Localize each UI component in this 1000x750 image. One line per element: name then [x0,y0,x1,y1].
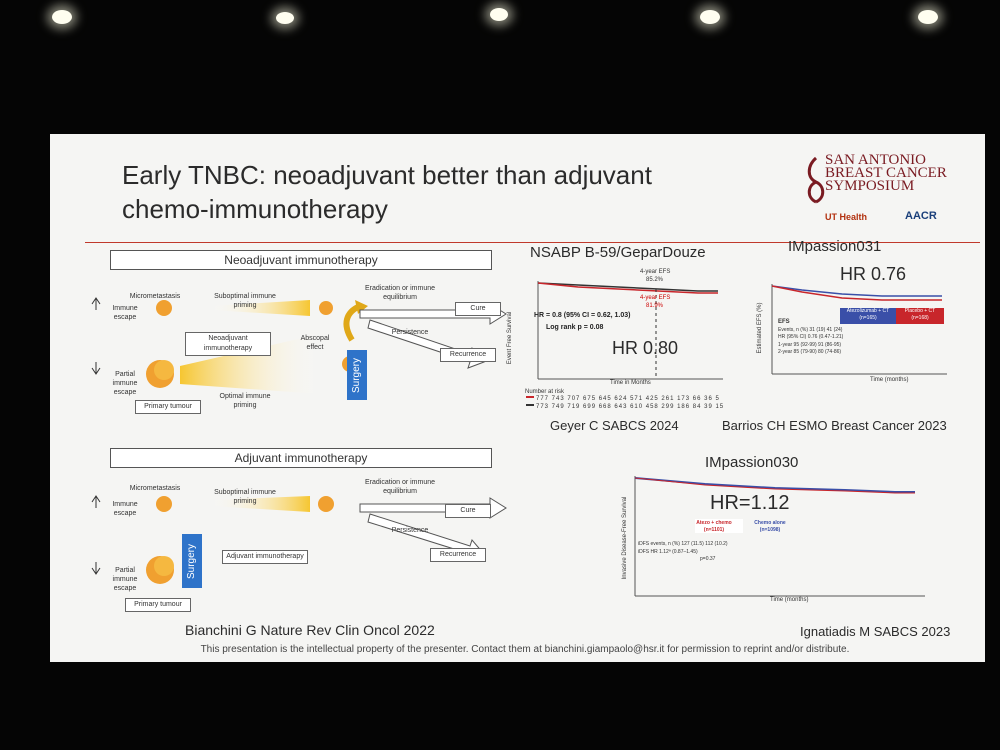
reference-ignatiadis: Ignatiadis M SABCS 2023 [800,624,951,639]
recurrence-box-adj: Recurrence [430,548,486,562]
impassion031-row-1: Events, n (%) 31 (19) 41 (24) [778,327,843,333]
ut-health-logo: UT Health [825,212,868,222]
impassion031-row-3: 1-year 95 (92-99) 91 (86-95) [778,342,842,348]
nsabp-efs1-value: 85.2% [646,277,664,283]
reference-barrios: Barrios CH ESMO Breast Cancer 2023 [722,418,947,433]
ceiling-light [490,8,508,21]
impassion030-km-plot [634,476,925,597]
impassion031-hr-big: HR 0.76 [840,264,907,284]
nsabp-hr-big: HR 0.80 [612,338,679,358]
nsabp-efs1-label: 4-year EFS [640,269,671,275]
persistence-label-adj: Persistence [391,527,429,534]
impassion030-row-3: p=0.37 [700,556,716,562]
ribbon-icon [807,156,825,204]
cure-box-adj: Cure [445,504,491,518]
optimal-priming-label: Optimal immune priming [219,393,271,409]
nsabp-number-at-risk: Number at risk [525,389,565,395]
reference-geyer: Geyer C SABCS 2024 [550,418,679,433]
title-rule [85,242,980,243]
neoadjuvant-header: Neoadjuvant immunotherapy [110,250,492,270]
nsabp-hr-text: HR = 0.8 (95% CI = 0.62, 1.03) [534,312,631,319]
impassion031-ylabel: Estimated EFS (%) [757,302,763,354]
impassion031-efs-label: EFS [778,319,790,325]
adjuvant-center-box: Adjuvant immunotherapy [222,550,308,564]
impassion030-xlabel: Time (months) [770,597,809,603]
suboptimal-label: Suboptimal immune priming [214,293,276,309]
ceiling-light [918,10,938,24]
partial-escape-label-adj: Partial immune escape [112,567,138,592]
slide-title: Early TNBC: neoadjuvant better than adju… [122,158,722,226]
presentation-slide: Early TNBC: neoadjuvant better than adju… [50,134,985,662]
nsabp-xlabel: Time in Months [610,380,651,386]
impassion031-xlabel: Time (months) [870,377,909,383]
suboptimal-label-adj: Suboptimal immune priming [214,489,276,505]
nsabp-km-plot [526,281,723,406]
reference-bianchini: Bianchini G Nature Rev Clin Oncol 2022 [185,622,435,638]
nsabp-risk-row-1: 777 743 707 675 645 624 571 425 261 173 … [536,396,720,402]
impassion031-row-4: 2-year 85 (79-90) 80 (74-86) [778,349,842,355]
eradication-label: Eradication or immune equilibrium [364,285,436,301]
nsabp-efs2-label: 4-year EFS [640,295,671,301]
impassion030-title: IMpassion030 [705,454,799,471]
impassion031-row-2: HR (95% CI) 0.76 (0.47-1.21) [778,334,844,340]
neoadjuvant-center-box: Neoadjuvant immunotherapy [185,332,271,356]
impassion030-ylabel: Invasive Disease-Free Survival [622,496,628,580]
impassion031-col2: Placebo + CT (n=168) [904,308,936,321]
surgery-bar-adjuvant: Surgery [182,534,202,588]
title-line-1: Early TNBC: neoadjuvant better than adju… [122,160,652,190]
ceiling-light [700,10,720,24]
abscopal-label: Abscopal effect [300,335,330,351]
impassion031-km-plot [771,284,947,375]
micrometastasis-label: Micrometastasis [129,293,181,300]
eradication-label-adj: Eradication or immune equilibrium [364,479,436,495]
slide-footer: This presentation is the intellectual pr… [200,644,850,655]
recurrence-box: Recurrence [440,348,496,362]
ceiling-light [276,12,294,24]
aacr-logo: AACR [905,210,937,222]
impassion030-row-1: iDFS events, n (%) 127 (11.5) 112 (10.2) [638,541,728,547]
adjuvant-header: Adjuvant immunotherapy [110,448,492,468]
impassion030-col1: Atezo + chemo (n=1101) [696,520,732,533]
primary-tumour-box: Primary tumour [135,400,201,414]
impassion031-title: IMpassion031 [788,238,882,255]
persistence-label: Persistence [391,329,429,336]
nsabp-risk-row-2: 773 749 719 699 668 643 610 458 299 186 … [536,404,725,410]
title-line-2: chemo-immunotherapy [122,194,388,224]
nsabp-logrank: Log rank p = 0.08 [546,324,604,331]
surgery-bar-neoadjuvant: Surgery [347,350,367,400]
primary-tumour-box-adj: Primary tumour [125,598,191,612]
impassion030-row-2: iDFS HR 1.12ª (0.87–1.45) [638,549,698,555]
partial-escape-label: Partial immune escape [112,371,138,396]
immune-escape-label: Immune escape [112,305,138,321]
ceiling-light [52,10,72,24]
impassion030-col2: Chemo alone (n=1098) [754,520,786,533]
cure-box: Cure [455,302,501,316]
impassion031-col1: Atezolizumab + CT (n=165) [846,308,890,321]
impassion030-hr-big: HR=1.12 [710,492,790,514]
sabcs-logo: SAN ANTONIO BREAST CANCER SYMPOSIUM UT H… [805,152,985,244]
nsabp-ylabel: Event Free Survival [507,311,513,365]
nsabp-title: NSABP B-59/GeparDouze [530,244,706,261]
micrometastasis-label-adj: Micrometastasis [129,485,181,492]
logo-text: SAN ANTONIO BREAST CANCER SYMPOSIUM [825,152,947,194]
immune-escape-label-adj: Immune escape [112,501,138,517]
neoadjuvant-diagram-art [91,297,507,394]
nsabp-efs2-value: 81.9% [646,303,664,309]
